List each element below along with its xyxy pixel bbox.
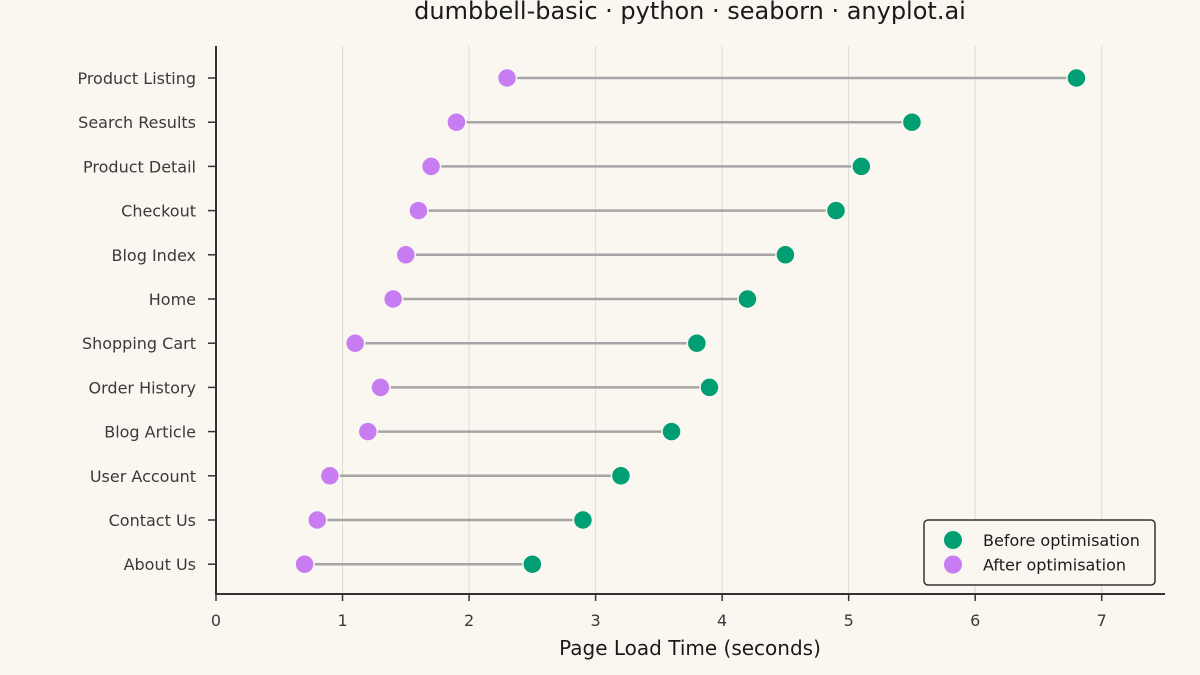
- after-point-10: [306, 509, 328, 531]
- data-points: [294, 67, 1087, 575]
- before-point-10: [572, 509, 594, 531]
- after-point-5: [382, 288, 404, 310]
- y-tick-label: Shopping Cart: [82, 334, 196, 353]
- x-tick-label: 3: [591, 611, 601, 630]
- after-point-2: [420, 156, 442, 177]
- gridlines: [342, 46, 1103, 594]
- legend-label: After optimisation: [983, 556, 1126, 575]
- y-ticks: Product Listing Search Results Product Det…: [77, 69, 216, 574]
- x-ticks: 0 1 2 3 4 5 6 7: [211, 594, 1107, 630]
- x-tick-label: 7: [1097, 611, 1107, 630]
- before-point-3: [825, 200, 847, 221]
- before-point-8: [661, 421, 682, 442]
- before-point-4: [775, 244, 796, 266]
- after-point-4: [395, 244, 417, 266]
- after-point-11: [294, 553, 315, 575]
- after-point-3: [408, 200, 429, 221]
- after-point-9: [319, 465, 341, 487]
- after-point-7: [370, 377, 391, 398]
- legend-marker-0: [944, 531, 962, 549]
- after-point-6: [344, 332, 366, 354]
- y-tick-label: About Us: [124, 555, 196, 574]
- axes: [215, 46, 1165, 595]
- after-point-0: [496, 67, 518, 89]
- before-point-6: [686, 332, 708, 354]
- legend: Before optimisation After optimisation: [923, 519, 1156, 586]
- before-point-9: [610, 465, 632, 487]
- x-tick-label: 0: [211, 611, 221, 630]
- y-tick-label: User Account: [90, 467, 196, 486]
- y-tick-label: Home: [149, 290, 196, 309]
- legend-marker-1: [944, 555, 962, 574]
- y-tick-label: Search Results: [78, 113, 196, 132]
- x-tick-label: 1: [337, 611, 347, 630]
- y-tick-label: Contact Us: [109, 511, 196, 530]
- before-point-1: [901, 111, 923, 133]
- y-tick-label: Blog Index: [112, 246, 197, 265]
- before-point-11: [522, 553, 543, 575]
- x-tick-label: 4: [717, 611, 727, 630]
- x-tick-label: 6: [970, 611, 980, 630]
- x-tick-label: 5: [844, 611, 854, 630]
- legend-box: [923, 519, 1156, 586]
- after-point-1: [446, 111, 467, 133]
- y-tick-label: Product Detail: [83, 157, 196, 176]
- y-tick-label: Checkout: [121, 202, 196, 221]
- y-tick-label: Product Listing: [77, 69, 196, 88]
- before-point-5: [737, 288, 758, 310]
- after-point-8: [357, 421, 379, 442]
- x-axis-label: Page Load Time (seconds): [559, 636, 821, 660]
- y-tick-label: Order History: [89, 378, 196, 397]
- chart-title: dumbbell-basic · python · seaborn · anyp…: [414, 0, 966, 25]
- y-tick-label: Blog Article: [104, 423, 196, 442]
- before-point-0: [1066, 67, 1087, 89]
- before-point-7: [699, 377, 720, 398]
- connectors: [304, 76, 1077, 566]
- x-tick-label: 2: [464, 611, 474, 630]
- before-point-2: [851, 156, 872, 177]
- legend-label: Before optimisation: [983, 531, 1140, 550]
